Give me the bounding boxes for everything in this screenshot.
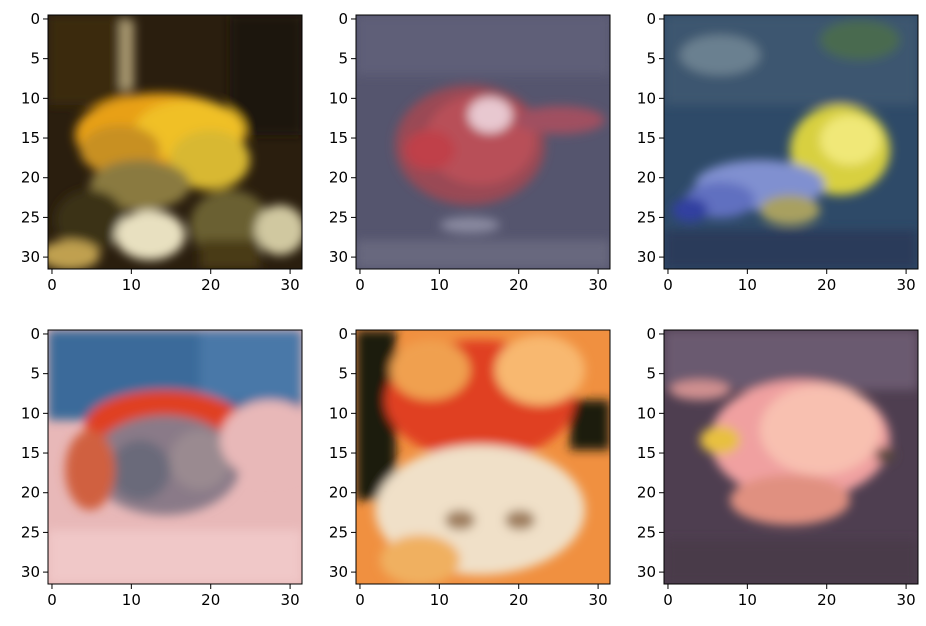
panel-5-frame	[355, 329, 611, 585]
panel-2-frame	[355, 14, 611, 270]
panel-4-y-tick-label: 25	[21, 523, 40, 541]
panel-2-y-axis: 0 5 10 15 20 25 30	[329, 10, 356, 266]
panel-5-y-tick-label: 20	[329, 484, 348, 502]
panel-3-y-tick-label: 20	[637, 169, 656, 187]
panel-3-frame	[663, 14, 919, 270]
panel-6-y-tick-label: 30	[637, 563, 656, 581]
panel-2-y-tick-label: 5	[338, 50, 348, 68]
panel-1-x-tick-label: 30	[281, 276, 300, 294]
panel-4-y-tick-label: 5	[30, 365, 40, 383]
panel-6-y-tick-label: 0	[646, 325, 656, 343]
panel-4-image	[48, 330, 302, 584]
panel-5: 0 10 20 30 0 5 10 15 20 25 30	[329, 325, 611, 609]
panel-1-y-tick-label: 0	[30, 10, 40, 28]
panel-6-y-axis: 0 5 10 15 20 25 30	[637, 325, 664, 581]
panel-6-y-tick-label: 20	[637, 484, 656, 502]
panel-4-x-axis: 0 10 20 30	[47, 584, 300, 609]
panel-6-x-tick-label: 10	[738, 591, 757, 609]
panel-6-x-tick-label: 0	[663, 591, 673, 609]
panel-4-y-tick-label: 20	[21, 484, 40, 502]
panel-4-y-tick-label: 0	[30, 325, 40, 343]
panel-6-frame	[663, 329, 919, 585]
panel-6-image	[664, 330, 918, 584]
panel-1-x-tick-label: 20	[201, 276, 220, 294]
panel-1-y-axis: 0 5 10 15 20 25 30	[21, 10, 48, 266]
panel-3-y-tick-label: 15	[637, 129, 656, 147]
panel-3-y-tick-label: 0	[646, 10, 656, 28]
panel-3-x-tick-label: 0	[663, 276, 673, 294]
panel-3-x-tick-label: 30	[897, 276, 916, 294]
panel-6-x-axis: 0 10 20 30	[663, 584, 916, 609]
panel-4-y-tick-label: 10	[21, 404, 40, 422]
panel-2-y-tick-label: 25	[329, 208, 348, 226]
panel-3-y-axis: 0 5 10 15 20 25 30	[637, 10, 664, 266]
panel-3: 0 10 20 30 0 5 10 15 20 25 30	[637, 10, 919, 294]
panel-3-x-tick-label: 20	[817, 276, 836, 294]
panel-4-y-axis: 0 5 10 15 20 25 30	[21, 325, 48, 581]
panel-5-y-tick-label: 25	[329, 523, 348, 541]
panel-5-y-tick-label: 10	[329, 404, 348, 422]
panel-6-y-tick-label: 15	[637, 444, 656, 462]
panel-5-x-tick-label: 0	[355, 591, 365, 609]
panel-1: 0 10 20 30 0 5 10 15 20 25 30	[21, 10, 303, 294]
panel-2-image	[356, 15, 610, 269]
panel-2-y-tick-label: 20	[329, 169, 348, 187]
panel-6-y-tick-label: 5	[646, 365, 656, 383]
panel-2-x-tick-label: 10	[430, 276, 449, 294]
panel-2-x-tick-label: 0	[355, 276, 365, 294]
panel-5-x-tick-label: 10	[430, 591, 449, 609]
panel-4-x-tick-label: 30	[281, 591, 300, 609]
panel-2-x-tick-label: 30	[589, 276, 608, 294]
panel-1-y-tick-label: 25	[21, 208, 40, 226]
panel-6-x-tick-label: 20	[817, 591, 836, 609]
panel-1-y-tick-label: 15	[21, 129, 40, 147]
panel-2: 0 10 20 30 0 5 10 15 20 25 30	[329, 10, 611, 294]
panel-4-x-tick-label: 10	[122, 591, 141, 609]
panel-4-x-tick-label: 20	[201, 591, 220, 609]
panel-2-x-axis: 0 10 20 30	[355, 269, 608, 294]
panel-5-y-tick-label: 0	[338, 325, 348, 343]
panel-4-y-tick-label: 30	[21, 563, 40, 581]
panel-3-y-tick-label: 10	[637, 89, 656, 107]
panel-2-y-tick-label: 30	[329, 248, 348, 266]
panel-5-y-axis: 0 5 10 15 20 25 30	[329, 325, 356, 581]
panel-1-y-tick-label: 20	[21, 169, 40, 187]
panel-5-y-tick-label: 30	[329, 563, 348, 581]
panel-5-x-tick-label: 30	[589, 591, 608, 609]
panel-1-image	[48, 15, 302, 269]
panel-3-y-tick-label: 30	[637, 248, 656, 266]
panel-4-x-tick-label: 0	[47, 591, 57, 609]
panel-1-x-axis: 0 10 20 30	[47, 269, 300, 294]
panel-5-y-tick-label: 15	[329, 444, 348, 462]
panel-5-x-tick-label: 20	[509, 591, 528, 609]
panel-6-y-tick-label: 10	[637, 404, 656, 422]
panel-5-image	[356, 330, 610, 584]
panel-1-y-tick-label: 5	[30, 50, 40, 68]
panel-1-y-tick-label: 30	[21, 248, 40, 266]
panel-2-y-tick-label: 15	[329, 129, 348, 147]
panel-3-image	[664, 15, 918, 269]
panel-4: 0 10 20 30 0 5 10 15 20 25 30	[21, 325, 303, 609]
panel-1-y-tick-label: 10	[21, 89, 40, 107]
panel-3-x-axis: 0 10 20 30	[663, 269, 916, 294]
panel-2-x-tick-label: 20	[509, 276, 528, 294]
panel-3-x-tick-label: 10	[738, 276, 757, 294]
panel-1-x-tick-label: 0	[47, 276, 57, 294]
panel-2-y-tick-label: 10	[329, 89, 348, 107]
panel-4-y-tick-label: 15	[21, 444, 40, 462]
panel-5-x-axis: 0 10 20 30	[355, 584, 608, 609]
panel-4-frame	[47, 329, 303, 585]
panel-1-x-tick-label: 10	[122, 276, 141, 294]
panel-6-x-tick-label: 30	[897, 591, 916, 609]
panel-6-y-tick-label: 25	[637, 523, 656, 541]
panel-5-y-tick-label: 5	[338, 365, 348, 383]
panel-2-y-tick-label: 0	[338, 10, 348, 28]
panel-3-y-tick-label: 25	[637, 208, 656, 226]
panel-6: 0 10 20 30 0 5 10 15 20 25 30	[637, 325, 919, 609]
panel-3-y-tick-label: 5	[646, 50, 656, 68]
panel-1-frame	[47, 14, 303, 270]
